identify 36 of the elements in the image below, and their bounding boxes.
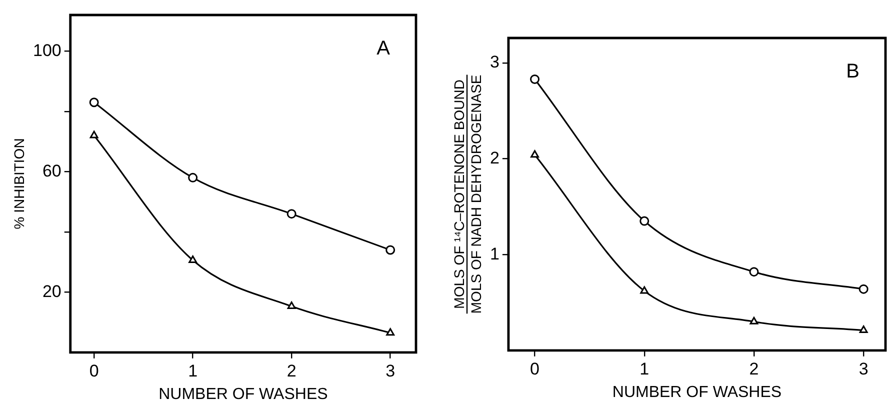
point (386, 328, 395, 336)
point (750, 316, 758, 324)
x-axis-title: NUMBER OF WASHES (158, 386, 328, 403)
x-tick-label: 1 (640, 359, 650, 378)
point (530, 74, 540, 84)
point (749, 267, 759, 277)
y-tick-label: 2 (490, 148, 500, 168)
point (640, 216, 650, 226)
point (530, 150, 539, 158)
y-tick-label: 60 (42, 161, 62, 180)
y-tick-label: 20 (42, 282, 62, 301)
y-tick-label: 1 (490, 244, 500, 264)
point (188, 172, 198, 182)
x-axis-title: NUMBER OF WASHES (612, 384, 782, 401)
x-tick-label: 3 (386, 361, 396, 380)
annotation: B (846, 60, 860, 83)
y-axis-title: % INHIBITION (11, 138, 27, 230)
x-tick-label: 2 (286, 361, 296, 380)
point (188, 255, 198, 263)
x-tick-label: 2 (749, 359, 759, 378)
x-tick-label: 0 (89, 361, 99, 380)
y-tick-label: 100 (32, 40, 62, 60)
x-tick-label: 0 (530, 359, 540, 378)
point (859, 326, 868, 334)
annotation: A (376, 38, 391, 60)
x-tick-label: 1 (188, 361, 198, 380)
y-axis-title: MOLS OF ¹⁴C–ROTENONE BOUND MOLS OF NADH DEHYDROGENASE (451, 74, 484, 314)
point (286, 209, 296, 219)
point (858, 284, 868, 294)
point (90, 130, 98, 138)
y-tick-label: 3 (490, 52, 500, 72)
point (386, 245, 396, 255)
x-tick-label: 3 (858, 359, 868, 378)
point (287, 302, 296, 310)
point (640, 286, 649, 294)
point (89, 98, 99, 108)
